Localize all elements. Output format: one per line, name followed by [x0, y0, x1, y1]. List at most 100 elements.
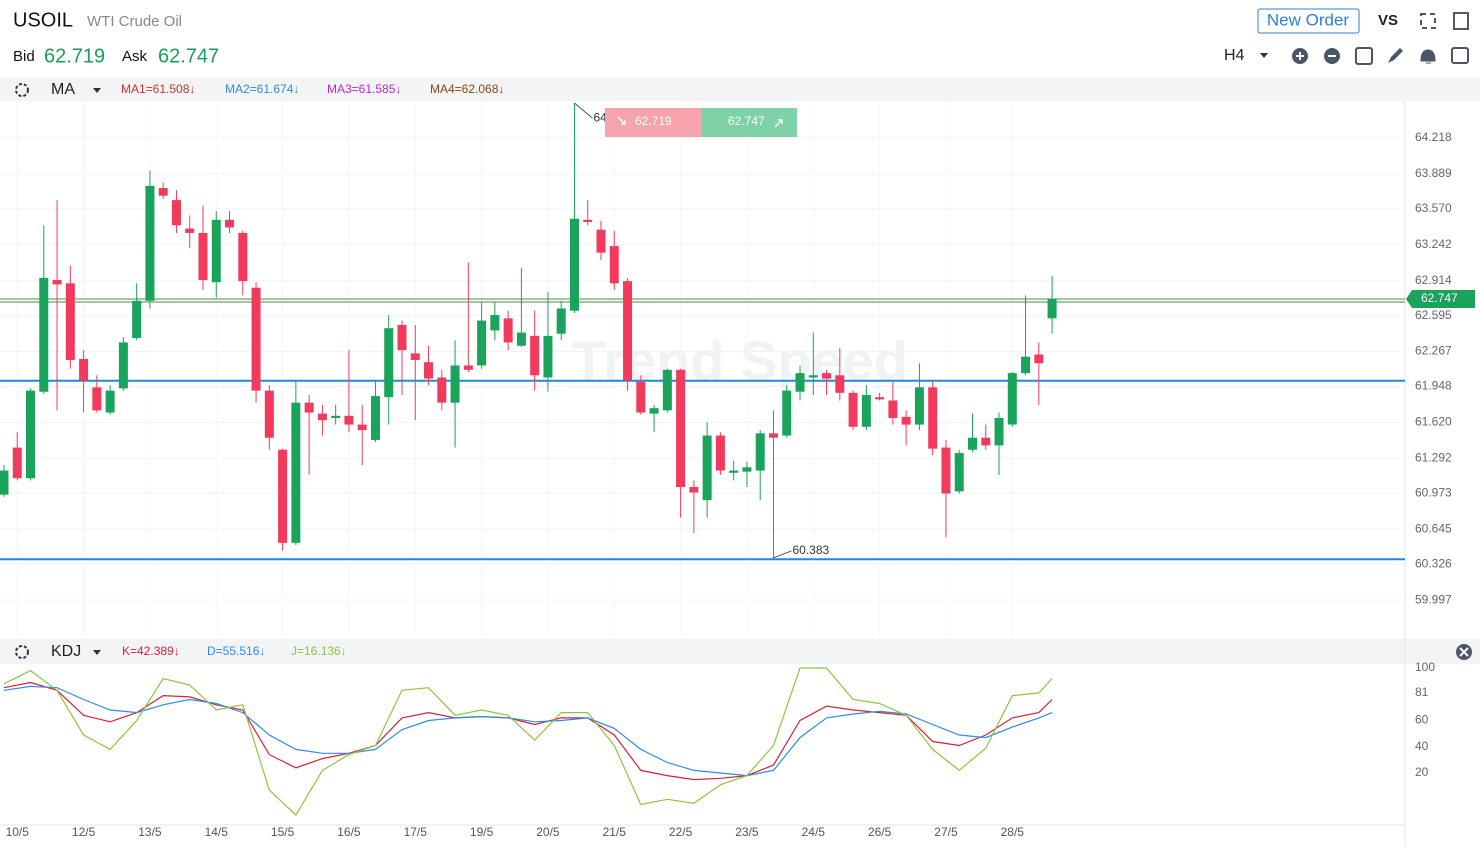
candle-body	[278, 449, 288, 543]
candle-body	[198, 232, 208, 281]
candle-body	[225, 219, 235, 228]
kdj-caret[interactable]	[93, 650, 101, 655]
candle-body	[304, 402, 314, 413]
price-tag	[1406, 289, 1475, 308]
candle-body	[105, 390, 115, 413]
close-glyph	[1459, 647, 1469, 657]
y-tick-label: 62.914	[1415, 273, 1452, 287]
candle-body	[822, 373, 832, 379]
x-tick-label: 16/5	[337, 825, 361, 839]
layout-icon[interactable]	[1453, 12, 1469, 30]
candle-body	[1034, 354, 1044, 364]
x-tick-label: 15/5	[271, 825, 295, 839]
x-tick-label: 13/5	[138, 825, 162, 839]
y-tick-label: 60	[1415, 713, 1429, 727]
candle-body	[689, 486, 699, 493]
new-order-text[interactable]: New Order	[1267, 10, 1350, 29]
kdj-settings-icon[interactable]	[15, 645, 29, 659]
x-tick-label: 24/5	[802, 825, 826, 839]
x-tick-label: 28/5	[1001, 825, 1025, 839]
kdj-legend: D=55.516↓	[207, 644, 265, 658]
candle-body	[901, 416, 911, 425]
ma-legend: MA1=61.508↓	[121, 82, 195, 96]
candle-body	[331, 415, 341, 419]
candle-body	[702, 435, 712, 501]
y-tick-label: 63.242	[1415, 237, 1452, 251]
ask-box	[702, 108, 797, 137]
candle-body	[158, 188, 168, 196]
high-annotation-line	[574, 102, 593, 119]
candle-body	[954, 453, 964, 492]
indicator-icon[interactable]	[1451, 47, 1469, 64]
candle-body	[967, 437, 977, 450]
new-order-button[interactable]	[1257, 8, 1360, 34]
candle-body	[384, 328, 394, 398]
kdj-name[interactable]: KDJ	[51, 643, 81, 660]
candle-body	[132, 300, 142, 339]
candle-body	[742, 467, 752, 472]
y-tick-label: 60.973	[1415, 485, 1452, 499]
draw-icon[interactable]	[1388, 48, 1403, 63]
y-tick-label: 63.889	[1415, 166, 1452, 180]
ma-legend: MA2=61.674↓	[225, 82, 299, 96]
candle-body	[981, 437, 991, 446]
y-tick-label: 59.997	[1415, 592, 1452, 606]
up-arrow	[774, 119, 783, 128]
panel-icon[interactable]	[1355, 47, 1373, 65]
candle-body	[875, 397, 885, 400]
ma-caret[interactable]	[93, 88, 101, 93]
down-arrow	[617, 116, 626, 125]
y-tick-label: 61.948	[1415, 379, 1452, 393]
candle-body	[543, 335, 553, 378]
candle-body	[39, 277, 49, 392]
candle-body	[118, 342, 128, 389]
instrument-name: WTI Crude Oil	[87, 13, 182, 30]
x-tick-label: 26/5	[868, 825, 892, 839]
ma-legend: MA4=62.068↓	[430, 82, 504, 96]
y-tick-label: 100	[1415, 660, 1435, 674]
price-tag-text: 62.747	[1421, 291, 1458, 305]
plot-area: 64.218 63.889 63.570 63.242 62.914 62.595 62.2…	[0, 101, 1475, 839]
ask-box-text: 62.747	[728, 114, 765, 128]
kdj-bar	[0, 639, 1480, 664]
alert-icon[interactable]	[1420, 49, 1436, 64]
y-tick-label: 40	[1415, 739, 1429, 753]
x-tick-label: 14/5	[205, 825, 229, 839]
candle-body	[928, 387, 938, 449]
y-tick-label: 61.292	[1415, 450, 1452, 464]
y-tick-label: 81	[1415, 685, 1429, 699]
candle-body	[26, 390, 36, 479]
candle-body	[397, 324, 407, 351]
x-tick-label: 23/5	[735, 825, 759, 839]
ask-price: 62.747	[158, 45, 219, 67]
ma-name[interactable]: MA	[51, 81, 75, 98]
ma-settings-icon[interactable]	[15, 83, 29, 97]
candle-body	[79, 358, 89, 381]
fullscreen-icon[interactable]	[1420, 13, 1436, 29]
x-tick-label: 22/5	[669, 825, 693, 839]
candle-body	[317, 413, 327, 421]
symbol: USOIL	[13, 9, 73, 31]
candle-body	[914, 387, 924, 425]
candle-body	[662, 369, 672, 411]
timeframe[interactable]: H4	[1224, 47, 1245, 64]
timeframe-caret[interactable]	[1260, 53, 1268, 58]
candle-body	[888, 400, 898, 419]
watermark: Trend Speed	[572, 329, 908, 392]
candle-body	[861, 395, 871, 427]
candle-body	[344, 415, 354, 425]
vs-button[interactable]: VS	[1378, 12, 1398, 29]
candle-body	[649, 408, 659, 414]
x-tick-label: 20/5	[536, 825, 560, 839]
candle-body	[145, 185, 155, 301]
ma-bar	[0, 78, 1480, 101]
candle-body	[291, 402, 301, 543]
candle-body	[92, 387, 102, 411]
candle-body	[65, 283, 75, 360]
candle-body	[171, 200, 181, 226]
y-tick-label: 62.595	[1415, 308, 1452, 322]
y-tick-label: 60.645	[1415, 521, 1452, 535]
candle-body	[676, 369, 686, 487]
kdj-legend: J=16.136↓	[291, 644, 347, 658]
